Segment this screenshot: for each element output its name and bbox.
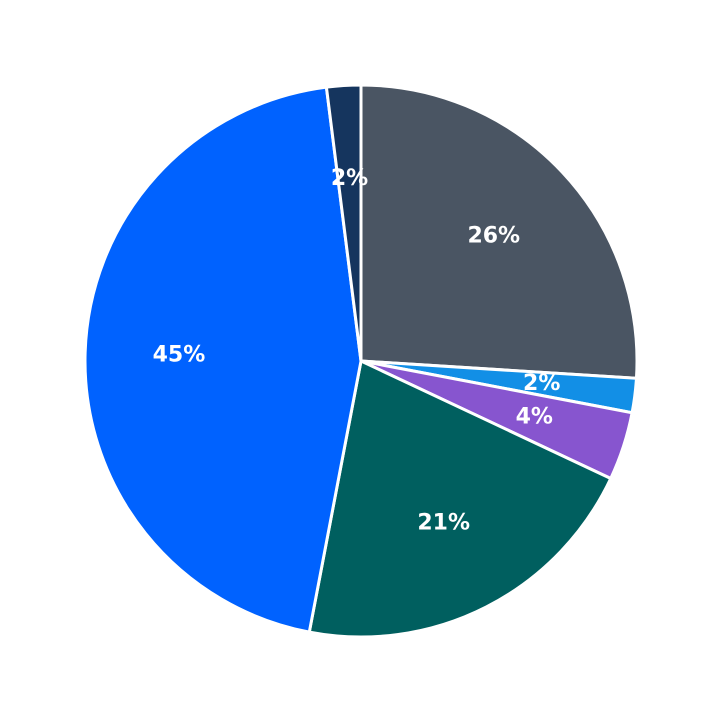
slice-label: 4% bbox=[516, 404, 553, 429]
slice-label: 2% bbox=[523, 371, 560, 396]
slice-label: 45% bbox=[153, 342, 206, 367]
pie-slice bbox=[324, 83, 363, 363]
slice-label: 26% bbox=[467, 223, 520, 248]
slice-label: 2% bbox=[331, 166, 368, 191]
pie-slice bbox=[83, 85, 363, 634]
slice-label: 21% bbox=[417, 510, 470, 535]
pie-slice bbox=[359, 83, 639, 380]
pie-slice bbox=[307, 359, 613, 639]
